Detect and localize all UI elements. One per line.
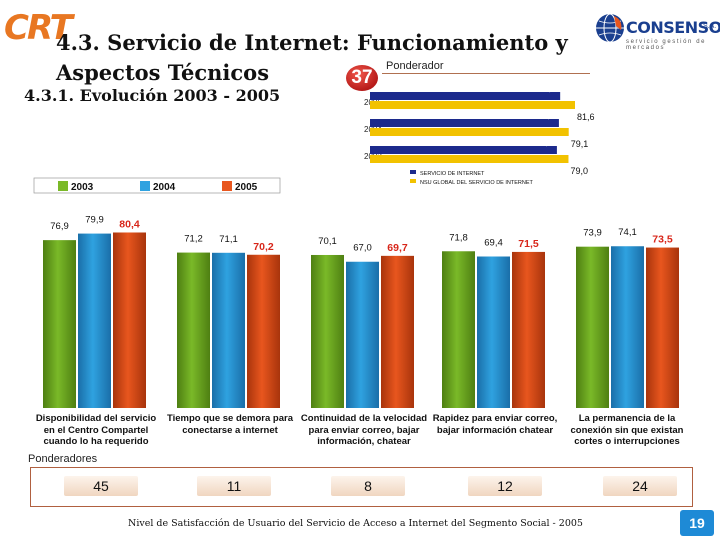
hbar-global-label: 81,6 [577, 112, 595, 122]
legend-label: 2003 [71, 182, 94, 193]
bar-2003 [442, 251, 475, 408]
bar-value-label: 69,7 [387, 242, 408, 254]
ponderador-weight: 12 [468, 476, 542, 496]
ponderador-badge [346, 65, 378, 91]
legend-label: 2005 [235, 182, 258, 193]
category-label: Continuidad de la velocidad para enviar c… [298, 413, 430, 448]
hbar-global-label: 79,1 [571, 139, 589, 149]
bar-value-label: 73,5 [652, 234, 673, 246]
hbar-global-bar [370, 128, 569, 136]
category-label-line: para enviar correo, bajar [308, 424, 420, 436]
ponderadores-label: Ponderadores [28, 453, 98, 465]
category-label: La permanencia de la conexión sin que exi… [561, 413, 693, 448]
hbar-global-bar [370, 155, 569, 163]
category-label: Tiempo que se demora para conectarse a in… [164, 413, 296, 436]
page-title-line2: Aspectos Técnicos [56, 60, 270, 85]
category-label-line: información, chatear [317, 436, 411, 447]
category-label-line: Rapidez para enviar correo, [432, 413, 558, 424]
ponderador-value: 37 [351, 67, 373, 88]
hbar-internet-bar [370, 119, 559, 127]
page-subtitle: 4.3.1. Evolución 2003 - 2005 [24, 86, 281, 105]
ponderador-weight: 24 [603, 476, 677, 496]
bar-value-label: 71,1 [219, 234, 238, 245]
hbar-internet-label: 75,7 [539, 86, 557, 93]
bar-2005 [247, 254, 280, 408]
page-number: 19 [680, 510, 714, 536]
bar-value-label: 74,1 [618, 227, 637, 238]
hbar-legend-swatch [410, 179, 416, 183]
hbar-legend-label: SERVICIO DE INTERNET [420, 171, 485, 177]
ponderador-weight: 8 [331, 476, 405, 496]
crt-logo: CRT [4, 8, 73, 48]
bar-value-label: 70,1 [318, 236, 337, 247]
hbar-internet-label: 75,2 [537, 110, 555, 120]
hbar-internet-bar [370, 146, 557, 154]
consenso-tagline: servicio gestión de mercados [626, 39, 707, 51]
globe-icon [596, 13, 624, 43]
bar-value-label: 76,9 [50, 221, 69, 232]
bar-2005 [512, 251, 545, 408]
bar-value-label: 70,2 [253, 241, 274, 253]
legend-label: 2004 [153, 182, 176, 193]
category-label-line: cuando lo ha requerido [43, 436, 149, 447]
legend-swatch [222, 181, 232, 191]
legend-swatch [58, 181, 68, 191]
page-title-line1: 4.3. Servicio de Internet: Funcionamient… [56, 30, 568, 55]
chart-legend: 2003 2004 2005 [33, 177, 281, 194]
bar-value-label: 79,9 [85, 215, 104, 226]
category-label-line: La permanencia de la [578, 413, 676, 424]
category-label-line: Continuidad de la velocidad [300, 413, 428, 424]
bar-2003 [177, 252, 210, 408]
bar-value-label: 73,9 [583, 228, 602, 239]
bar-value-label: 80,4 [119, 218, 140, 230]
bar-value-label: 67,0 [353, 243, 372, 254]
attributes-bar-chart: 76,9 79,9 80,4 71,2 71,1 70,2 70,1 67,0 69,7 71,8… [33, 177, 679, 408]
hbar-global-label: 79,0 [570, 166, 588, 176]
bar-2004 [346, 261, 379, 408]
bar-value-label: 71,8 [449, 232, 468, 243]
evolution-hbar-chart: 200575,781,6200475,279,1200374,479,0SERV… [364, 86, 595, 186]
bar-2003 [43, 240, 76, 408]
bar-2005 [113, 232, 146, 408]
bar-2004 [477, 256, 510, 408]
category-label-line: conectarse a internet [182, 424, 278, 436]
category-label-line: en el Centro Compartel [43, 424, 149, 436]
bar-2004 [78, 233, 111, 408]
hbar-internet-bar [370, 92, 561, 100]
bar-2005 [381, 255, 414, 408]
category-label-line: Disponibilidad del servicio [35, 413, 157, 424]
bar-2004 [212, 252, 245, 408]
category-label-line: cortes o interrupciones [574, 436, 680, 447]
bar-2004 [611, 246, 644, 408]
bar-2003 [576, 246, 609, 408]
bar-value-label: 69,4 [484, 238, 503, 249]
bar-2005 [646, 247, 679, 408]
category-label-line: bajar información chatear [436, 424, 554, 436]
consenso-logo-suffix: S.A. [703, 23, 717, 30]
hbar-internet-label: 74,4 [535, 137, 553, 147]
ponderador-divider [382, 73, 590, 74]
legend-swatch [140, 181, 150, 191]
bar-value-label: 71,2 [184, 234, 203, 245]
category-label-line: conexión sin que existan [570, 424, 684, 436]
hbar-global-bar [370, 101, 575, 109]
legend-frame [33, 177, 281, 194]
hbar-legend-label: NSU GLOBAL DEL SERVICIO DE INTERNET [420, 180, 534, 186]
category-label-line: Tiempo que se demora para [166, 413, 293, 424]
consenso-logo: CONSENSO [626, 18, 720, 37]
bar-2003 [311, 254, 344, 408]
ponderador-weight: 11 [197, 476, 271, 496]
ponderador-label: Ponderador [386, 60, 444, 72]
footer-text: Nivel de Satisfacción de Usuario del Ser… [128, 518, 583, 529]
category-label: Rapidez para enviar correo, bajar informa… [429, 413, 561, 436]
category-label: Disponibilidad del servicio en el Centro … [30, 413, 162, 448]
hbar-legend-swatch [410, 170, 416, 174]
ponderador-weight: 45 [64, 476, 138, 496]
bar-value-label: 71,5 [518, 238, 539, 250]
